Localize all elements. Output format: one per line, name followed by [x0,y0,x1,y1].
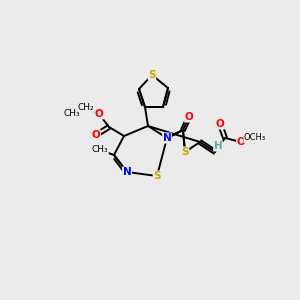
Text: S: S [181,147,189,157]
Text: CH₃: CH₃ [64,110,80,118]
Text: O: O [92,130,100,140]
Text: N: N [163,133,171,143]
Text: O: O [237,137,245,147]
Text: N: N [123,167,131,177]
Text: CH₂: CH₂ [78,103,94,112]
Text: O: O [184,112,194,122]
Text: OCH₃: OCH₃ [244,134,266,142]
Text: O: O [94,109,103,119]
Text: H: H [214,141,222,151]
Text: S: S [148,70,156,80]
Text: CH₃: CH₃ [92,146,108,154]
Text: S: S [153,171,161,181]
Text: O: O [216,119,224,129]
